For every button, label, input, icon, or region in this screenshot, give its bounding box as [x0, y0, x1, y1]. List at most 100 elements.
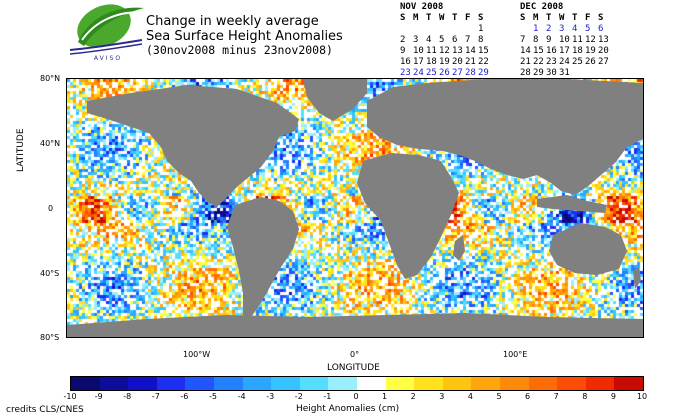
calendar-day: 20	[598, 46, 609, 56]
calendar-day: 5	[585, 24, 591, 34]
color-swatch	[528, 377, 558, 390]
scale-tick-label: 7	[553, 392, 559, 401]
calendar-blank	[439, 24, 452, 35]
calendar-day: 2	[546, 24, 552, 34]
scale-tick-label: -10	[63, 392, 77, 401]
calendar-dec: DEC 2008 S M T W T F S 1 2 3 4 5 6 7 8 9 10 11 12 13 14 15 16 1…	[520, 2, 611, 79]
calendar-day: 26	[439, 68, 450, 78]
calendar-day: 7	[520, 35, 526, 45]
scale-tick-label: 4	[467, 392, 473, 401]
color-swatch	[557, 377, 586, 390]
color-swatch	[328, 377, 357, 390]
calendar-day: 22	[478, 57, 489, 67]
map-title: Change in weekly average Sea Surface Hei…	[146, 14, 343, 44]
calendar-day: 13	[598, 35, 609, 45]
calendar-day: 22	[533, 57, 544, 67]
scale-tick-label: 0	[353, 392, 359, 401]
color-swatch	[99, 377, 129, 390]
calendar-day: 12	[585, 35, 596, 45]
calendar-blank	[452, 24, 465, 35]
weekday-label: S	[478, 13, 484, 23]
calendar-day: 29	[533, 68, 544, 78]
scale-tick-label: 3	[439, 392, 445, 401]
weekday-label: F	[465, 13, 471, 23]
color-swatch	[442, 377, 472, 390]
weekday-label: T	[572, 13, 578, 23]
scale-tick-label: -8	[123, 392, 132, 401]
calendar-title: NOV 2008	[400, 2, 444, 12]
latitude-axis-label: LATITUDE	[16, 128, 26, 172]
weekday-label: T	[426, 13, 432, 23]
calendar-day: 18	[426, 57, 437, 67]
scale-tick-label: 10	[636, 392, 648, 401]
calendar-day: 3	[413, 35, 419, 45]
color-swatch	[71, 377, 100, 390]
scale-tick-label: -3	[266, 392, 275, 401]
scale-tick-label: 1	[382, 392, 388, 401]
color-swatch	[156, 377, 186, 390]
color-swatch	[299, 377, 329, 390]
color-swatch	[499, 377, 529, 390]
calendar-day: 8	[533, 35, 539, 45]
calendar-day: 10	[413, 46, 424, 56]
scale-tick-label: 5	[496, 392, 502, 401]
calendar-day: 1	[478, 24, 484, 34]
calendar-day: 26	[585, 57, 596, 67]
scale-tick-label: -2	[294, 392, 303, 401]
calendar-day: 24	[413, 68, 424, 78]
calendar-blank	[520, 24, 533, 35]
calendar-day: 29	[478, 68, 489, 78]
color-swatch	[471, 377, 500, 390]
weekday-label: T	[452, 13, 458, 23]
calendar-day: 23	[400, 68, 411, 78]
lat-tick: 80°S	[40, 333, 60, 342]
scale-tick-label: -4	[237, 392, 246, 401]
title-line-1: Change in weekly average	[146, 14, 319, 29]
calendar-day: 14	[465, 46, 476, 56]
calendar-nov: NOV 2008 S M T W T F S 1 2 3 4 5 6 7 8 9 10 11 12 13 14 15 16 1…	[400, 2, 491, 90]
calendar-day: 3	[559, 24, 565, 34]
calendar-day: 19	[585, 46, 596, 56]
scale-tick-label: 9	[610, 392, 616, 401]
weekday-label: S	[520, 13, 526, 23]
calendar-day: 18	[572, 46, 583, 56]
calendar-day: 23	[546, 57, 557, 67]
color-swatch	[128, 377, 157, 390]
land-mask	[67, 79, 643, 337]
scale-tick-label: -5	[209, 392, 217, 401]
calendar-day: 25	[572, 57, 583, 67]
calendar-day: 24	[559, 57, 570, 67]
title-line-2: Sea Surface Height Anomalies	[146, 29, 343, 44]
lon-tick: 0°	[350, 350, 360, 359]
calendar-day: 20	[452, 57, 463, 67]
calendar-day: 5	[439, 35, 445, 45]
calendar-day: 27	[452, 68, 463, 78]
scale-tick-label: -7	[151, 392, 160, 401]
calendar-title: DEC 2008	[520, 2, 564, 12]
calendar-day: 27	[598, 57, 609, 67]
color-swatch	[185, 377, 214, 390]
lat-tick: 40°N	[40, 139, 61, 148]
weekday-label: M	[533, 13, 539, 23]
color-swatch	[585, 377, 615, 390]
weekday-label: T	[546, 13, 552, 23]
calendar-day: 21	[465, 57, 476, 67]
calendar-day: 11	[572, 35, 583, 45]
calendar-day: 17	[559, 46, 570, 56]
calendar-day: 4	[426, 35, 432, 45]
color-swatch	[213, 377, 243, 390]
longitude-axis-label: LONGITUDE	[327, 363, 380, 373]
weekday-label: W	[439, 13, 445, 23]
scale-tick-label: 8	[582, 392, 588, 401]
calendar-grid: S M T W T F S 1 2 3 4 5 6 7 8 9 10 11 12 13 14 15 16 17 18 19 20 21…	[520, 13, 611, 79]
calendar-day: 30	[546, 68, 557, 78]
lat-tick: 80°N	[40, 74, 61, 83]
lon-tick: 100°W	[183, 350, 211, 359]
calendar-blank	[426, 24, 439, 35]
calendar-day: 6	[452, 35, 458, 45]
color-scale-bar	[70, 376, 644, 391]
lon-tick: 100°E	[503, 350, 528, 359]
calendar-grid: S M T W T F S 1 2 3 4 5 6 7 8 9 10 11 12 13 14 15 16 17 18 19 20 21…	[400, 13, 491, 90]
calendar-blank	[413, 24, 426, 35]
calendar-blank	[400, 24, 413, 35]
